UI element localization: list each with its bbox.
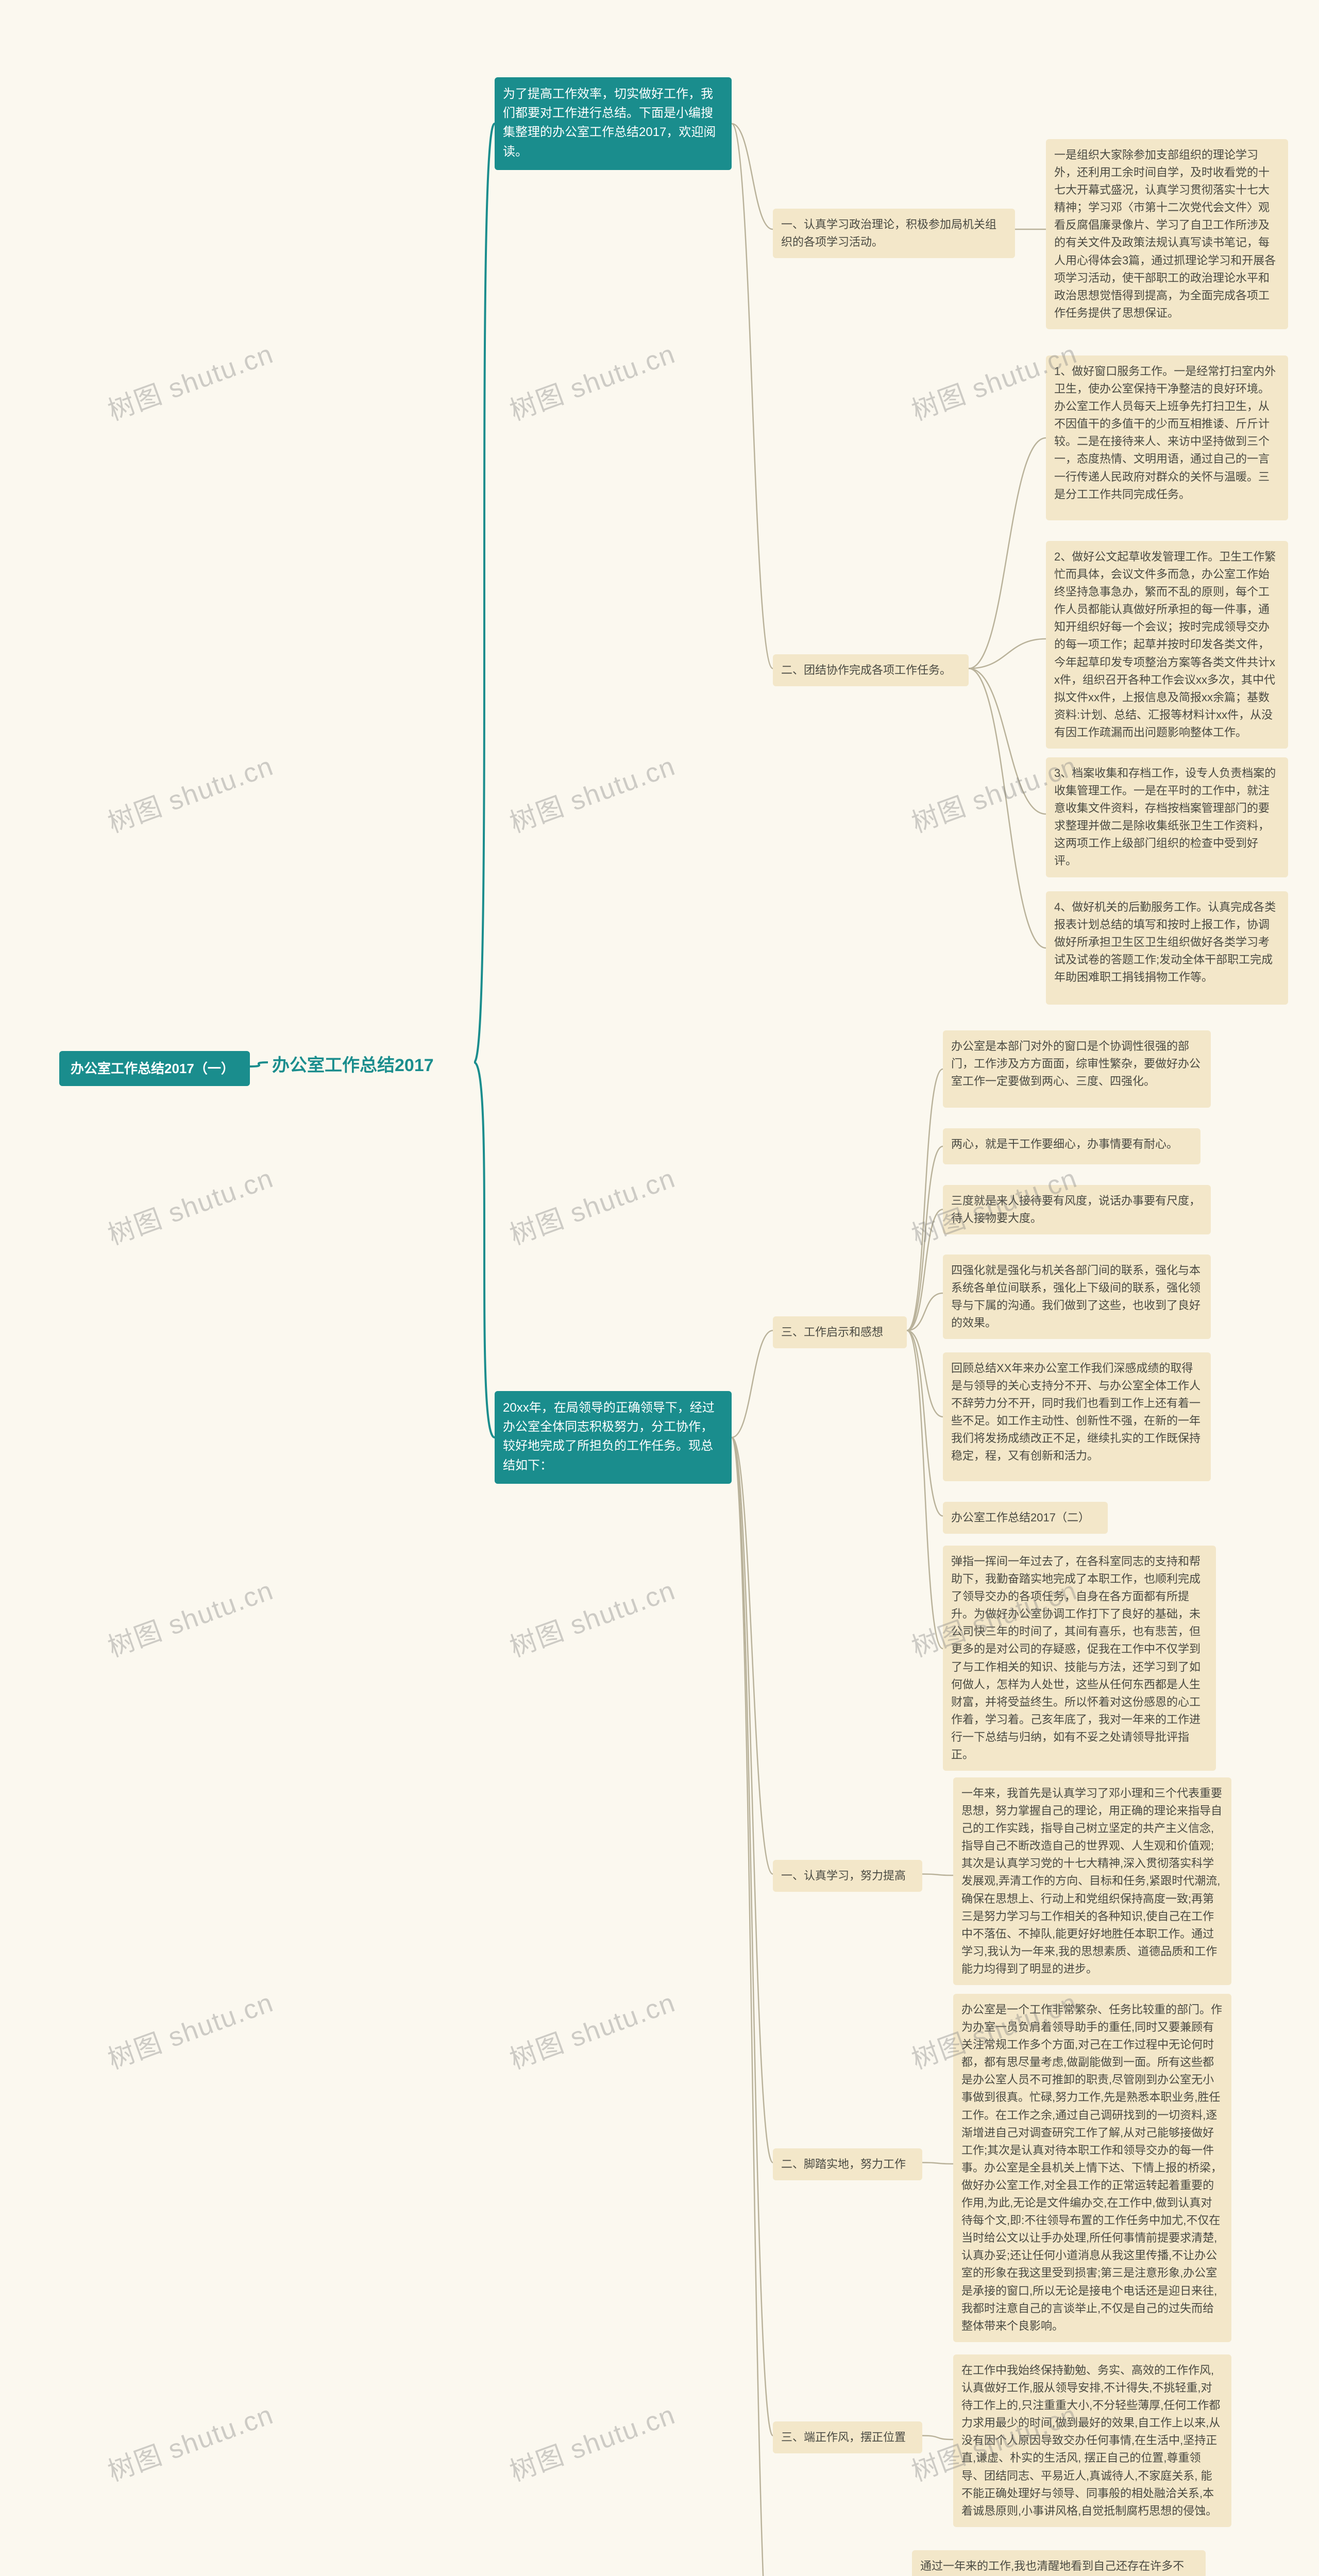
watermark: 树图 shutu.cn bbox=[503, 332, 680, 428]
watermark: 树图 shutu.cn bbox=[102, 1569, 278, 1665]
connector bbox=[907, 1069, 943, 1331]
node-sec3_b3: 三度就是来人接待要有风度，说话办事要有尺度，待人接物要大度。 bbox=[943, 1185, 1211, 1234]
connector bbox=[474, 124, 495, 1062]
node-sec2: 二、团结协作完成各项工作任务。 bbox=[773, 654, 969, 686]
connector bbox=[732, 1437, 773, 1874]
node-sec1_body: 一是组织大家除参加支部组织的理论学习外，还利用工余时间自学，及时收看党的十七大开… bbox=[1046, 139, 1288, 329]
node-sec2_b1: 1、做好窗口服务工作。一是经常打扫室内外卫生，使办公室保持干净整洁的良好环境。办… bbox=[1046, 355, 1288, 520]
connector bbox=[907, 1210, 943, 1331]
node-sec3_b1: 办公室是本部门对外的窗口是个协调性很强的部门，工作涉及方方面面，综审性繁杂，要做… bbox=[943, 1030, 1211, 1108]
watermark: 树图 shutu.cn bbox=[503, 2393, 680, 2489]
connector bbox=[732, 1437, 773, 2163]
node-sec2_b3: 3、档案收集和存档工作，设专人负责档案的收集管理工作。一是在平时的工作中，就注意… bbox=[1046, 757, 1288, 877]
node-s1_body: 一年来，我首先是认真学习了邓小理和三个代表重要思想，努力掌握自己的理论，用正确的… bbox=[953, 1777, 1231, 1985]
node-s2_body: 办公室是一个工作非常繁杂、任务比较重的部门。作为办室一员负肩着领导助手的重任,同… bbox=[953, 1994, 1231, 2342]
node-sec3_b4: 四强化就是强化与机关各部门间的联系，强化与本系统各单位间联系，强化上下级间的联系… bbox=[943, 1255, 1211, 1339]
connector bbox=[907, 1293, 943, 1331]
node-s2: 二、脚踏实地，努力工作 bbox=[773, 2148, 922, 2180]
watermark: 树图 shutu.cn bbox=[503, 1157, 680, 1252]
connector bbox=[732, 124, 773, 669]
watermark: 树图 shutu.cn bbox=[102, 744, 278, 840]
node-intro: 为了提高工作效率，切实做好工作，我们都要对工作进行总结。下面是小编搜集整理的办公… bbox=[495, 77, 732, 170]
node-sec2_b4: 4、做好机关的后勤服务工作。认真完成各类报表计划总结的填写和按时上报工作，协调做… bbox=[1046, 891, 1288, 1005]
mindmap-canvas: 办公室工作总结2017（一） 办公室工作总结2017 为了提高工作效率，切实做好工作… bbox=[0, 0, 1319, 2576]
node-root_main: 办公室工作总结2017 bbox=[268, 1047, 474, 1084]
connector bbox=[922, 2163, 953, 2164]
connector bbox=[969, 639, 1046, 669]
node-sec2_b2: 2、做好公文起草收发管理工作。卫生工作繁忙而具体，会议文件多而急，办公室工作始终… bbox=[1046, 541, 1288, 749]
watermark: 树图 shutu.cn bbox=[102, 1981, 278, 2077]
connector bbox=[922, 2436, 953, 2440]
connector bbox=[969, 438, 1046, 669]
node-s3: 三、端正作风，摆正位置 bbox=[773, 2421, 922, 2453]
connector bbox=[732, 124, 773, 229]
connector bbox=[732, 1331, 773, 1438]
node-s3_body: 在工作中我始终保持勤勉、务实、高效的工作作风,认真做好工作,服从领导安排,不计得… bbox=[953, 2354, 1231, 2527]
watermark: 树图 shutu.cn bbox=[503, 744, 680, 840]
node-s4_b1: 通过一年来的工作,我也清醒地看到自己还存在许多不足,主要是:一、对办公室个写文件… bbox=[912, 2550, 1206, 2576]
node-sec3: 三、工作启示和感想 bbox=[773, 1316, 907, 1348]
watermark: 树图 shutu.cn bbox=[102, 1157, 278, 1252]
connector bbox=[250, 1062, 268, 1066]
watermark: 树图 shutu.cn bbox=[503, 1981, 680, 2077]
connector bbox=[969, 669, 1046, 948]
connector bbox=[907, 1331, 943, 1516]
node-sec3_b6: 办公室工作总结2017（二） bbox=[943, 1502, 1108, 1534]
node-s1: 一、认真学习，努力提高 bbox=[773, 1860, 922, 1892]
node-sec3_b2: 两心，就是干工作要细心，办事情要有耐心。 bbox=[943, 1128, 1200, 1164]
connector bbox=[732, 1437, 773, 2576]
connector bbox=[907, 1331, 943, 1649]
connector bbox=[969, 669, 1046, 815]
watermark: 树图 shutu.cn bbox=[102, 332, 278, 428]
connector bbox=[474, 1062, 495, 1437]
node-root_badge: 办公室工作总结2017（一） bbox=[59, 1051, 250, 1086]
node-year: 20xx年，在局领导的正确领导下，经过办公室全体同志积极努力，分工协作，较好地完… bbox=[495, 1391, 732, 1484]
connector bbox=[907, 1331, 943, 1417]
connector bbox=[732, 1437, 773, 2436]
watermark: 树图 shutu.cn bbox=[102, 2393, 278, 2489]
connector bbox=[922, 1874, 953, 1876]
connector bbox=[907, 1146, 943, 1331]
watermark: 树图 shutu.cn bbox=[503, 1569, 680, 1665]
node-sec3_b5: 回顾总结XX年来办公室工作我们深感成绩的取得是与领导的关心支持分不开、与办公室全… bbox=[943, 1352, 1211, 1481]
node-sec3_b7: 弹指一挥间一年过去了，在各科室同志的支持和帮助下，我勤奋踏实地完成了本职工作，也… bbox=[943, 1546, 1216, 1771]
node-sec1: 一、认真学习政治理论，积极参加局机关组织的各项学习活动。 bbox=[773, 209, 1015, 258]
